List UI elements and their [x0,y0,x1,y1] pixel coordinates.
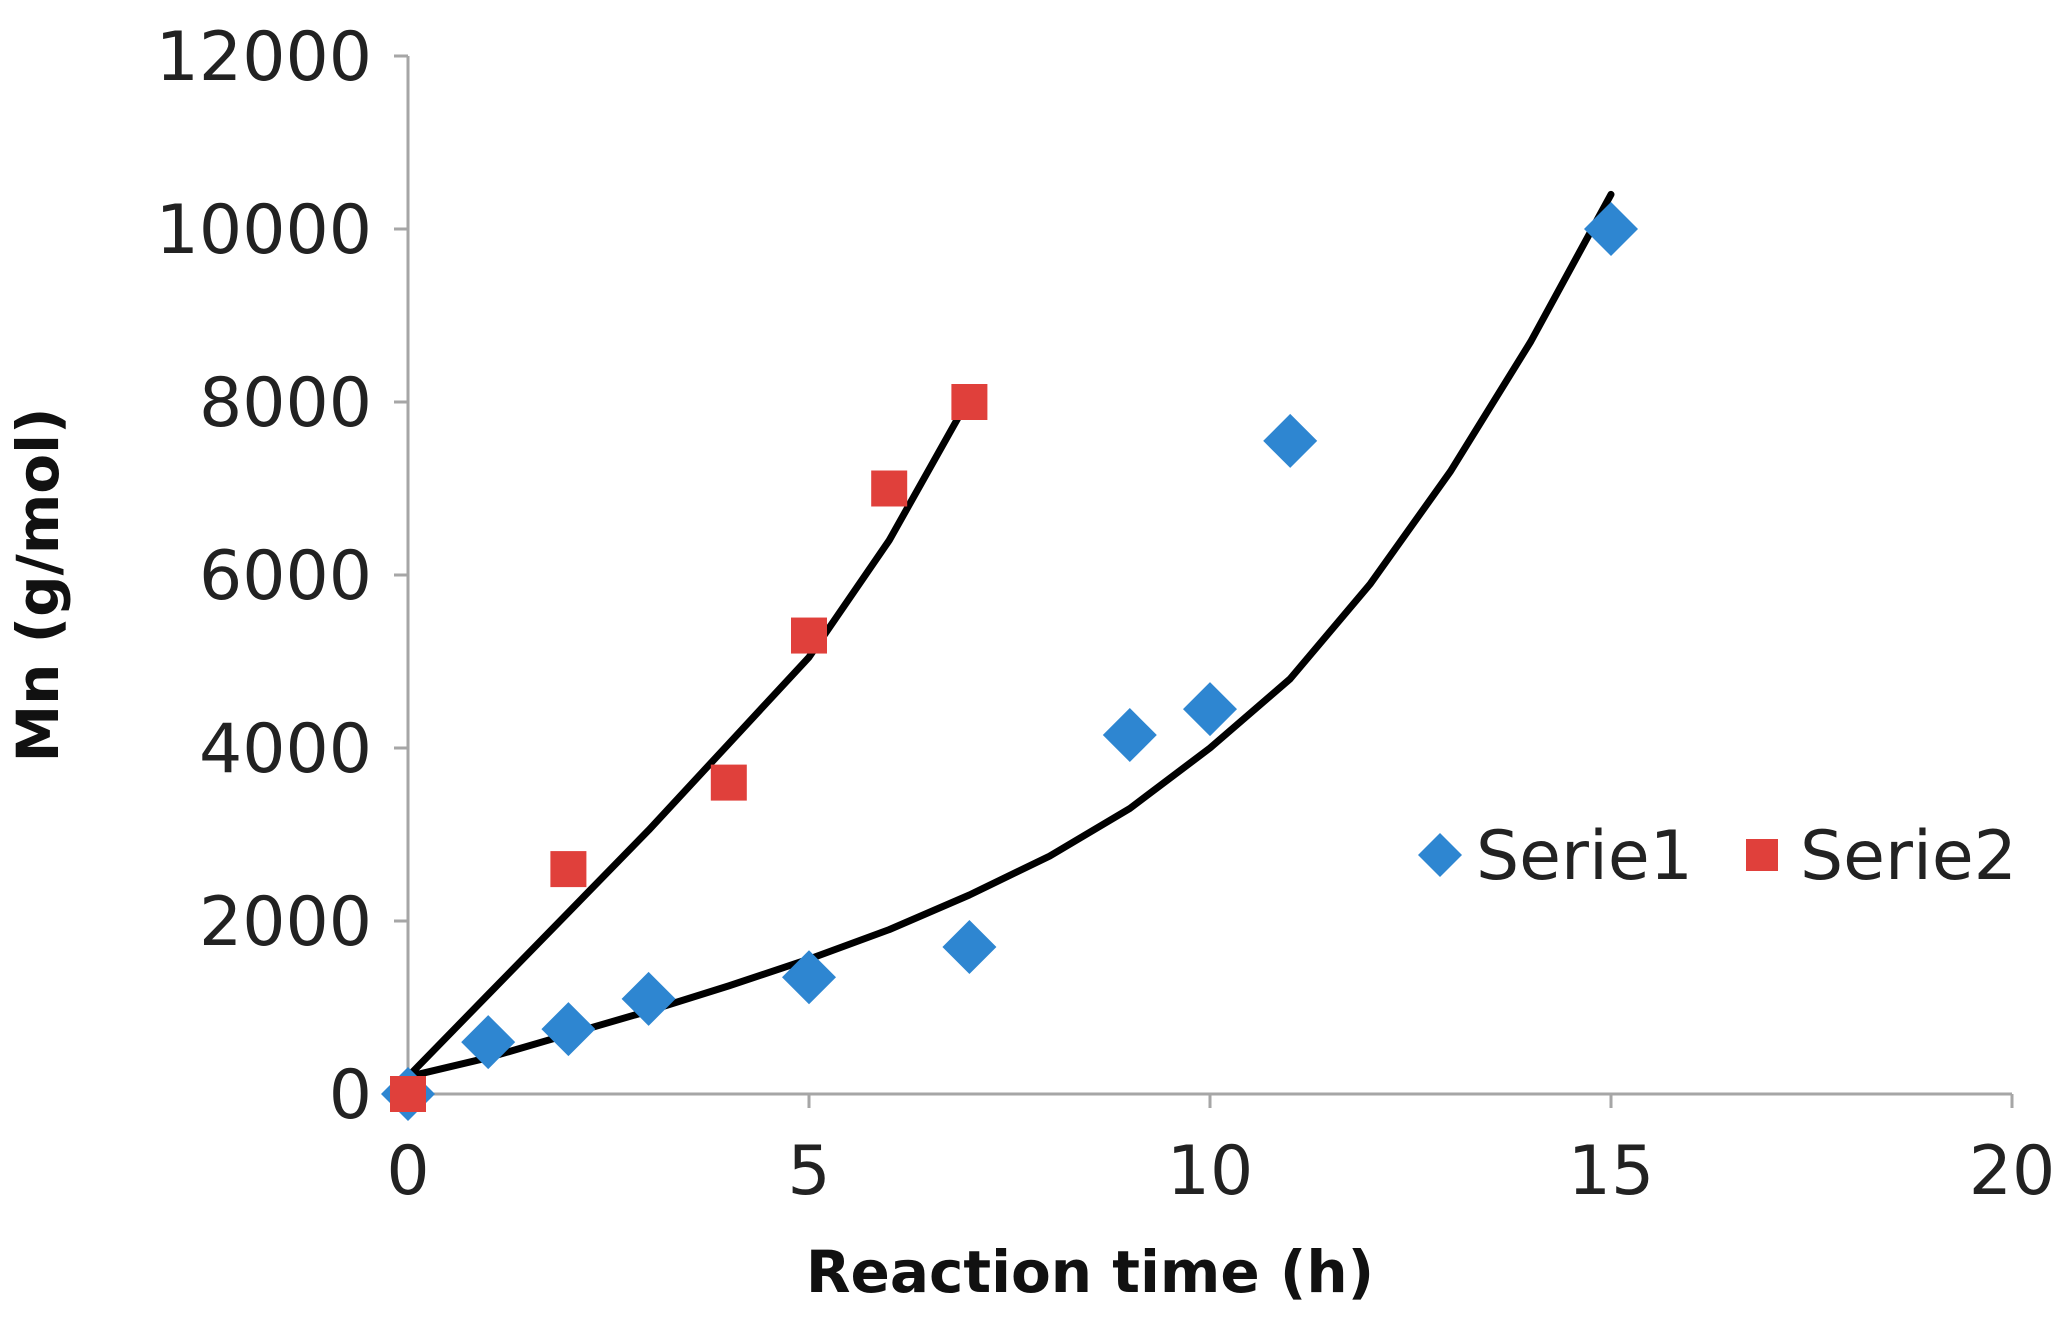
x-axis-title: Reaction time (h) [806,1238,1374,1306]
marker-serie1 [1584,202,1638,256]
marker-serie1 [621,971,676,1026]
legend-marker-serie2 [1746,839,1778,871]
trendlines [404,190,1615,1081]
marker-serie1 [541,1002,596,1057]
marker-serie2 [550,851,587,888]
legend-marker-serie1 [1418,833,1462,877]
x-tick-label: 0 [386,1132,429,1211]
marker-serie1 [942,919,997,974]
y-axis-title: Mn (g/mol) [4,407,72,762]
y-tick-label: 8000 [199,364,372,443]
axes [406,56,2012,1096]
x-tick-label: 5 [787,1132,830,1211]
x-tick-label: 20 [1969,1132,2056,1211]
legend-label-serie2: Serie2 [1800,817,2017,896]
y-tick-label: 10000 [156,191,372,270]
marker-serie2 [871,470,908,507]
x-tick-label: 10 [1167,1132,1254,1211]
y-tick-label: 6000 [199,537,372,616]
marker-serie2 [390,1076,426,1112]
marker-serie1 [782,950,836,1005]
marker-serie2 [791,617,827,654]
legend-label-serie1: Serie1 [1476,817,1693,896]
marker-serie2 [951,384,988,420]
y-tick-label: 2000 [199,883,372,962]
legend: Serie1 Serie2 [1418,817,2017,896]
trendline-serie2 [404,394,973,1081]
trendline-serie1 [404,190,1615,1081]
y-tick-label: 12000 [156,18,372,97]
marker-serie1 [1183,682,1237,737]
marker-serie1 [1263,413,1318,468]
x-ticks: 0 5 10 15 20 [386,1094,2055,1211]
x-tick-label: 15 [1568,1132,1655,1211]
marker-serie2 [710,764,747,801]
marker-serie1 [461,1015,516,1070]
y-ticks: 0 2000 4000 6000 8000 10000 12000 [156,18,408,1135]
y-tick-label: 0 [329,1056,372,1135]
marker-serie1 [1102,708,1157,763]
y-tick-label: 4000 [199,710,372,789]
data-markers [381,202,1638,1121]
